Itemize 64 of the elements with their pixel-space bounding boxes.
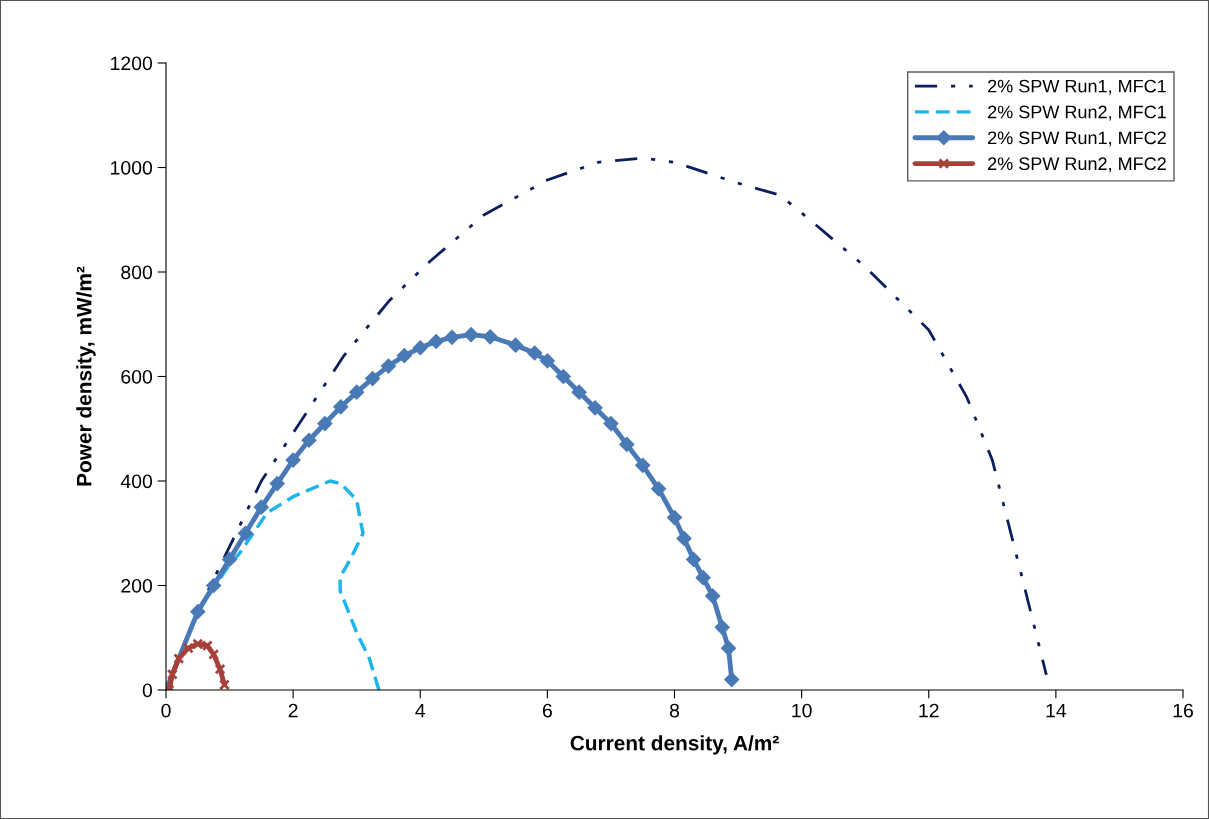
x-tick-label: 10 [792, 703, 812, 718]
point [508, 337, 523, 353]
point [412, 340, 428, 356]
point [444, 330, 460, 345]
point [222, 552, 237, 567]
y-tick-label: 800 [121, 265, 153, 280]
point [714, 620, 730, 635]
legend-label: 2% SPW Run1, MFC2 [988, 131, 1166, 147]
point [527, 345, 542, 361]
point [254, 499, 269, 515]
y-axis-title: Power density, mW/m² [76, 266, 96, 486]
x-tick-label: 16 [1173, 703, 1193, 718]
point [166, 668, 178, 680]
point [208, 648, 220, 661]
x-axis-title: Current density, A/m² [570, 735, 779, 755]
x-tick-label: 8 [669, 703, 680, 718]
point [173, 653, 185, 665]
point [269, 476, 285, 491]
point [349, 384, 364, 400]
y-tick-label: 0 [142, 683, 153, 698]
y-tick-label: 600 [121, 369, 153, 384]
point [724, 672, 739, 687]
point [301, 432, 317, 448]
x-tick-label: 4 [415, 703, 426, 718]
point [571, 384, 587, 400]
point [651, 481, 666, 497]
point [676, 531, 692, 546]
point [482, 329, 498, 345]
point [428, 334, 444, 349]
point [619, 437, 635, 452]
point [463, 327, 479, 342]
x-tick-label: 0 [161, 703, 171, 718]
y-tick-label: 400 [120, 474, 153, 489]
point [218, 679, 231, 690]
y-tick-label: 200 [121, 578, 153, 593]
y-tick-label: 1000 [111, 160, 153, 175]
x-tick-label: 12 [919, 703, 939, 718]
point [365, 371, 380, 386]
point [667, 510, 682, 525]
point [317, 416, 333, 431]
point [333, 399, 349, 415]
point [190, 604, 206, 619]
legend-label: 2% SPW Run2, MFC2 [988, 157, 1166, 173]
point [686, 552, 701, 567]
x-tick-label: 14 [1046, 703, 1067, 718]
point [238, 525, 253, 541]
point [721, 640, 736, 656]
x-tick-label: 2 [288, 703, 298, 718]
point [705, 588, 720, 604]
y-tick-label: 1200 [111, 56, 153, 71]
point [603, 416, 619, 431]
legend-label: 2% SPW Run1, MFC1 [988, 79, 1166, 95]
point [695, 570, 711, 585]
point [540, 353, 555, 369]
point [397, 348, 412, 363]
point [555, 369, 571, 384]
point [587, 400, 603, 416]
legend-label: 2% SPW Run2, MFC1 [988, 105, 1166, 121]
point [635, 458, 650, 473]
x-tick-label: 6 [542, 703, 552, 718]
point [206, 578, 221, 593]
point [214, 663, 226, 675]
point [285, 452, 301, 468]
point [381, 358, 396, 374]
